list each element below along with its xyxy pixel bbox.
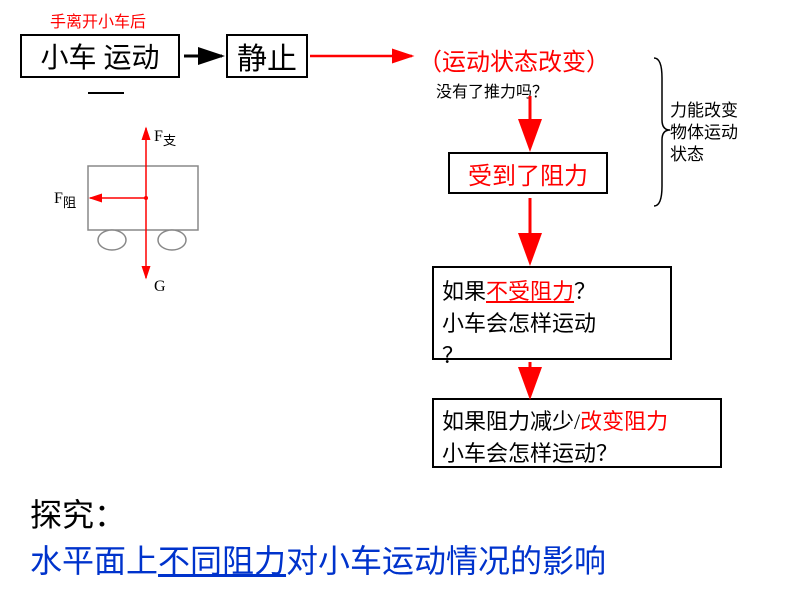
box-cart-moving: 小车 运动 bbox=[20, 34, 180, 78]
q1-line3: ？ bbox=[442, 338, 662, 370]
inquiry-text: 水平面上不同阻力对小车运动情况的影响 bbox=[30, 536, 606, 582]
q2-line1: 如果阻力减少/改变阻力 bbox=[442, 404, 712, 436]
box-stop-label: 静止 bbox=[237, 34, 297, 78]
force-resist-label: F阻 bbox=[54, 190, 76, 211]
side-note-line2: 物体运动 bbox=[670, 122, 738, 144]
state-change-label: （运动状态改变） bbox=[418, 42, 610, 77]
q1-line1: 如果不受阻力？ bbox=[442, 274, 662, 306]
box-cart-moving-label: 小车 运动 bbox=[40, 36, 159, 76]
annotation-hand-leave: 手离开小车后 bbox=[50, 8, 146, 32]
side-note-line1: 力能改变 bbox=[670, 100, 738, 122]
box-question-no-resistance: 如果不受阻力？ 小车会怎样运动 ？ bbox=[432, 266, 672, 360]
side-note-line3: 状态 bbox=[670, 144, 738, 166]
no-push-question: 没有了推力吗？ bbox=[436, 78, 548, 102]
box-stop: 静止 bbox=[226, 34, 308, 78]
box-resistance: 受到了阻力 bbox=[448, 152, 608, 194]
force-gravity-label: G bbox=[154, 278, 166, 296]
underline-dash bbox=[88, 92, 124, 94]
q1-line2: 小车会怎样运动 bbox=[442, 306, 662, 338]
q2-line2: 小车会怎样运动？ bbox=[442, 436, 712, 468]
box-question-less-resistance: 如果阻力减少/改变阻力 小车会怎样运动？ bbox=[432, 398, 722, 468]
side-note: 力能改变 物体运动 状态 bbox=[670, 100, 738, 166]
force-support-label: F支 bbox=[154, 128, 176, 149]
box-resistance-label: 受到了阻力 bbox=[468, 156, 588, 191]
inquiry-label: 探究： bbox=[30, 490, 126, 536]
